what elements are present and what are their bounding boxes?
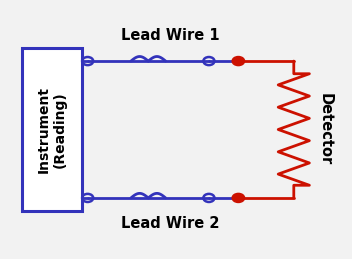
Circle shape — [232, 193, 245, 203]
Text: Lead Wire 1: Lead Wire 1 — [121, 28, 219, 43]
Text: Lead Wire 2: Lead Wire 2 — [121, 216, 219, 231]
Circle shape — [232, 56, 245, 66]
Text: Detector: Detector — [318, 93, 333, 166]
Text: Instrument
(Reading): Instrument (Reading) — [37, 86, 67, 173]
FancyBboxPatch shape — [22, 48, 82, 211]
